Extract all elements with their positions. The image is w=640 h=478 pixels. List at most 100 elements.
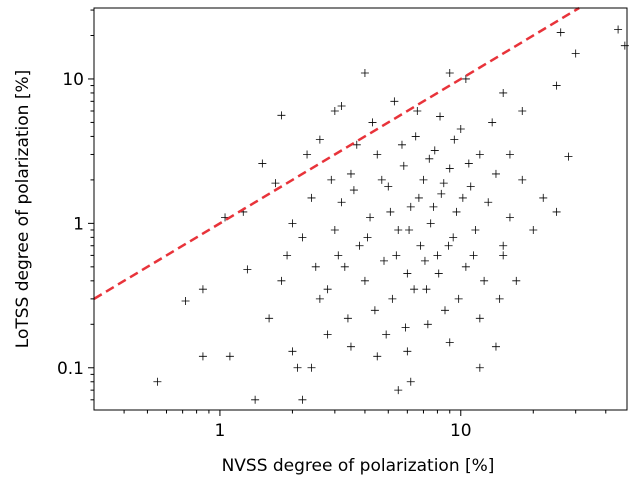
point [426,219,435,228]
plot-frame [93,7,628,411]
point [452,207,461,216]
point [298,395,307,404]
point [370,306,379,315]
point [382,330,391,339]
point [475,314,484,323]
point [434,269,443,278]
point [288,347,297,356]
point [243,265,252,274]
point [330,106,339,115]
point [386,207,395,216]
point [614,25,623,34]
point [277,276,286,285]
point [399,161,408,170]
point [373,150,382,159]
point [288,219,297,228]
point [307,363,316,372]
point [499,251,508,260]
point [390,97,399,106]
point [445,164,454,173]
point [392,251,401,260]
point [283,251,292,260]
point [198,352,207,361]
point [495,294,504,303]
point [419,175,428,184]
point [449,233,458,242]
point [271,179,280,188]
point [556,28,565,37]
reference-line [93,6,580,300]
point [323,285,332,294]
point [307,193,316,202]
point [620,41,629,50]
y-tick-label: 10 [62,70,84,90]
point [343,314,352,323]
point [360,276,369,285]
point [337,198,346,207]
point [456,125,465,134]
point [258,159,267,168]
point [518,106,527,115]
point [406,202,415,211]
point [445,338,454,347]
point [397,140,406,149]
point [539,193,548,202]
point [349,186,358,195]
point [499,241,508,250]
point [564,152,573,161]
point [416,241,425,250]
point [181,296,190,305]
point [403,347,412,356]
point [265,314,274,323]
point [198,285,207,294]
point [475,150,484,159]
point [529,225,538,234]
point [461,74,470,83]
x-tick-label: 10 [450,421,472,441]
point [346,169,355,178]
point [311,262,320,271]
point [440,306,449,315]
point [327,175,336,184]
point [315,294,324,303]
point [225,352,234,361]
point [469,251,478,260]
point [277,111,286,120]
point [388,294,397,303]
y-tick-label: 1 [73,214,84,234]
y-axis-label: LoTSS degree of polarization [%] [13,70,33,348]
point [401,323,410,332]
point [464,159,473,168]
point [406,377,415,386]
point [153,377,162,386]
point [480,276,489,285]
point [377,175,386,184]
point [488,118,497,127]
point [466,182,475,191]
point [315,135,324,144]
point [373,352,382,361]
point [363,233,372,242]
point [458,193,467,202]
point [439,179,448,188]
point [475,363,484,372]
point [471,225,480,234]
point [405,225,414,234]
point [323,330,332,339]
point [410,285,419,294]
point [368,118,377,127]
point [430,146,439,155]
point [436,112,445,121]
point [571,49,580,58]
point [437,189,446,198]
point [298,233,307,242]
point [423,320,432,329]
point [518,175,527,184]
point [461,262,470,271]
point [414,193,423,202]
point [366,213,375,222]
point [445,68,454,77]
point [505,150,514,159]
point [394,225,403,234]
